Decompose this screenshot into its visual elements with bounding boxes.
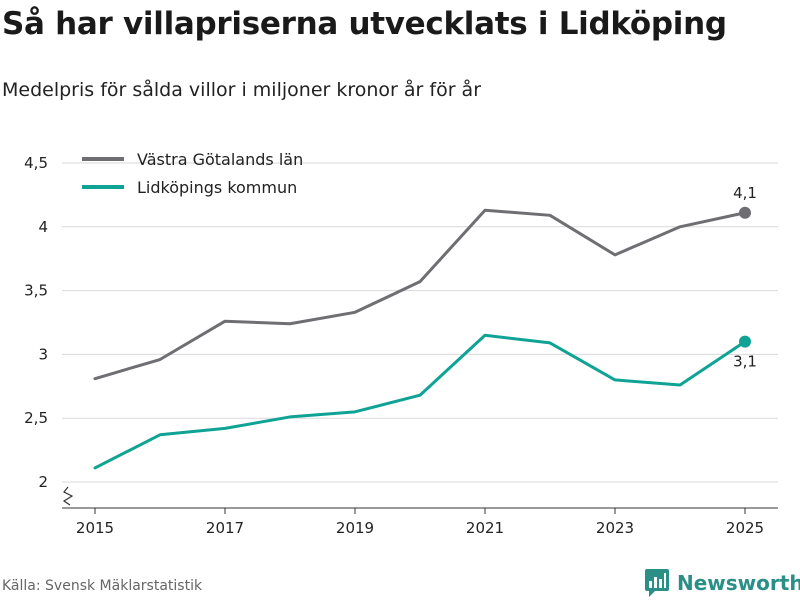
chart-title: Så har villapriserna utvecklats i Lidköp…	[2, 6, 727, 42]
legend-label: Västra Götalands län	[137, 150, 303, 169]
series-end-label: 4,1	[733, 184, 757, 202]
brand-name: Newsworthy	[677, 571, 800, 595]
series-end-label: 3,1	[733, 353, 757, 371]
gridlines	[62, 162, 778, 483]
y-tick-label: 2,5	[24, 409, 48, 427]
y-tick-label: 4,5	[24, 154, 48, 172]
source-note: Källa: Svensk Mäklarstatistik	[2, 578, 203, 594]
legend: Västra Götalands län Lidköpings kommun	[82, 150, 303, 197]
series-end-point	[739, 206, 751, 219]
series-line-1	[93, 333, 747, 470]
y-tick-label: 3,5	[24, 282, 48, 300]
axis-break-icon	[62, 486, 74, 506]
chart-subtitle: Medelpris för sålda villor i miljoner kr…	[2, 79, 482, 101]
series-line-0	[93, 208, 747, 381]
legend-label: Lidköpings kommun	[137, 178, 297, 197]
x-tick-label: 2017	[206, 519, 244, 537]
y-tick-label: 4	[38, 218, 48, 236]
y-tick-label: 3	[38, 345, 48, 363]
series-end-point	[739, 335, 751, 348]
x-tick-label: 2015	[76, 519, 114, 537]
series-lines: 4,1 3,1	[93, 184, 757, 470]
x-tick-label: 2023	[596, 519, 634, 537]
y-tick-label: 2	[38, 473, 48, 491]
brand-logo: Newsworthy	[645, 569, 800, 597]
x-tick-label: 2019	[336, 519, 374, 537]
axes: 2 2,5 3 3,5 4 4,5 2015 2017 2019 2021 2023 2025	[24, 154, 778, 537]
x-tick-label: 2025	[726, 519, 764, 537]
newsworthy-logo-icon	[645, 569, 669, 597]
x-tick-label: 2021	[466, 519, 504, 537]
